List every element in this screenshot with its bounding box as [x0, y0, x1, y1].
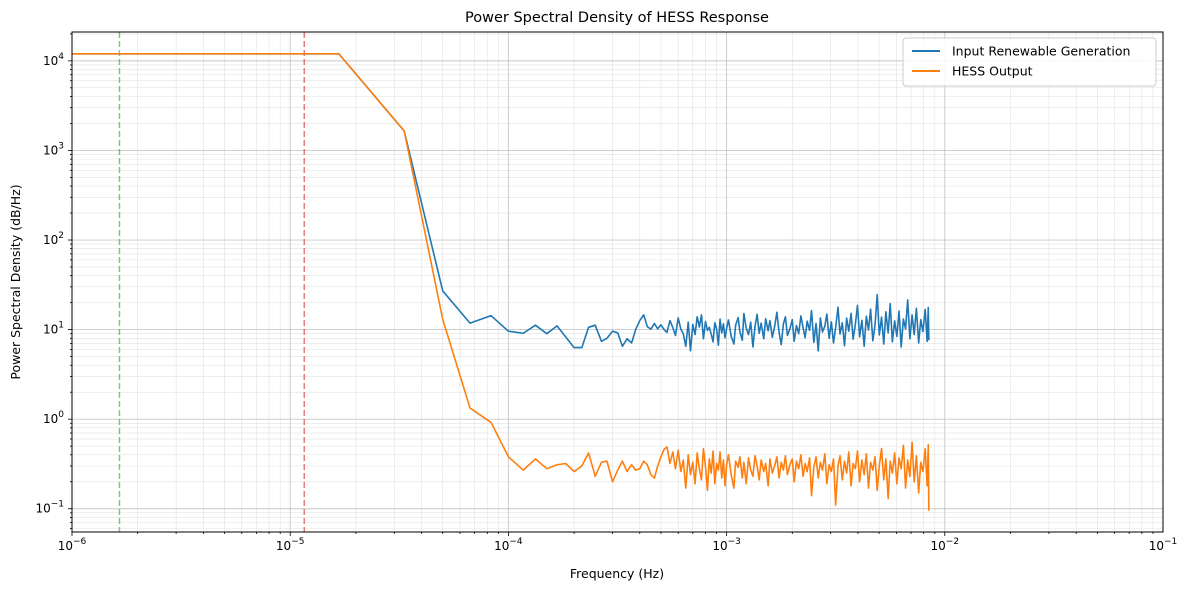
y-tick-label: 101 [43, 321, 64, 337]
legend-label-input-renewable-generation: Input Renewable Generation [952, 44, 1130, 59]
y-tick-label: 100 [43, 410, 64, 426]
y-tick-label: 102 [43, 231, 64, 247]
legend: Input Renewable Generation HESS Output [902, 37, 1157, 87]
legend-label-hess-output: HESS Output [952, 64, 1033, 79]
plot-frame [71, 31, 1164, 533]
y-axis: 10−1 100 101 102 103 104 [35, 33, 72, 530]
y-axis-label: Power Spectral Density (dB/Hz) [8, 184, 23, 379]
plot-content [72, 32, 930, 532]
series-line-input-renewable-generation [72, 52, 930, 352]
x-tick-label: 10−1 [1149, 537, 1178, 553]
x-axis-label: Frequency (Hz) [570, 566, 664, 581]
x-tick-label: 10−6 [58, 537, 87, 553]
x-tick-label: 10−4 [494, 537, 523, 553]
y-tick-label: 104 [43, 52, 64, 68]
y-tick-label: 103 [43, 141, 64, 157]
y-tick-label: 10−1 [35, 500, 64, 516]
x-tick-label: 10−3 [712, 537, 741, 553]
plot-area [72, 32, 1163, 532]
series-line-hess-output [72, 52, 930, 511]
legend-box [902, 37, 1157, 87]
chart-title: Power Spectral Density of HESS Response [465, 10, 769, 26]
x-tick-label: 10−5 [276, 537, 305, 553]
x-axis: 10−6 10−5 10−4 10−3 10−2 10−1 [58, 532, 1178, 553]
x-tick-label: 10−2 [931, 537, 960, 553]
